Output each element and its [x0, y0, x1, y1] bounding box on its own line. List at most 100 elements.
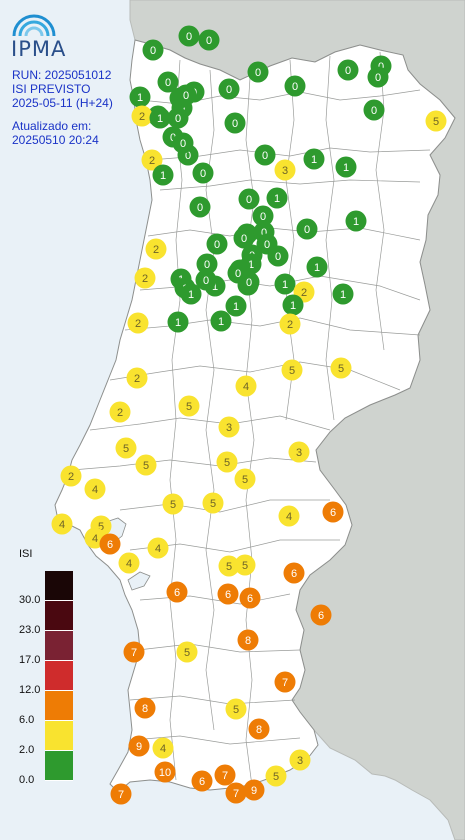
station-value: 0: [375, 72, 381, 84]
station-marker: 6: [99, 533, 121, 555]
legend-tick-label: 12.0: [19, 684, 41, 696]
station-marker: 3: [289, 749, 311, 771]
station-marker: 6: [322, 501, 344, 523]
station-marker: 0: [218, 78, 240, 100]
station-marker: 8: [237, 629, 259, 651]
station-marker: 5: [225, 698, 247, 720]
station-value: 4: [92, 484, 98, 496]
station-dot: [238, 188, 260, 210]
legend-tick-label: 6.0: [19, 714, 35, 726]
station-marker: 5: [265, 765, 287, 787]
station-marker: 0: [284, 75, 306, 97]
station-marker: 0: [198, 29, 220, 51]
station-marker: 0: [337, 59, 359, 81]
station-marker: 1: [225, 295, 247, 317]
station-dot: [152, 737, 174, 759]
station-dot: [306, 256, 328, 278]
station-dot: [128, 735, 150, 757]
station-value: 5: [98, 521, 104, 533]
station-marker: 1: [335, 156, 357, 178]
station-marker: 2: [145, 238, 167, 260]
station-marker: 5: [234, 468, 256, 490]
station-value: 0: [371, 105, 377, 117]
station-markers: 0000000001000002100000002100113001010100…: [51, 25, 447, 805]
product-label: ISI PREVISTO: [12, 82, 91, 96]
station-value: 0: [180, 138, 186, 150]
station-value: 2: [149, 155, 155, 167]
station-value: 7: [282, 677, 288, 689]
station-marker: 3: [218, 416, 240, 438]
station-value: 1: [343, 162, 349, 174]
station-value: 2: [153, 244, 159, 256]
station-value: 1: [282, 279, 288, 291]
station-value: 5: [210, 498, 216, 510]
station-marker: 1: [180, 283, 202, 305]
station-dot: [335, 156, 357, 178]
station-dot: [322, 501, 344, 523]
station-value: 5: [233, 704, 239, 716]
station-value: 5: [170, 499, 176, 511]
station-marker: 0: [157, 71, 179, 93]
station-marker: 6: [166, 581, 188, 603]
sado-estuary: [127, 571, 151, 591]
station-dot: [288, 441, 310, 463]
station-value: 1: [212, 281, 218, 293]
station-value: 0: [226, 84, 232, 96]
station-dot: [51, 513, 73, 535]
station-value: 8: [245, 635, 251, 647]
station-marker: 1: [332, 283, 354, 305]
station-dot: [126, 367, 148, 389]
station-dot: [60, 465, 82, 487]
station-value: 0: [214, 239, 220, 251]
legend-title: ISI: [19, 548, 33, 560]
station-marker: 7: [123, 641, 145, 663]
station-dot: [110, 783, 132, 805]
station-marker: 5: [281, 359, 303, 381]
station-value: 1: [248, 259, 254, 271]
station-marker: 5: [178, 395, 200, 417]
station-dot: [216, 451, 238, 473]
station-dot: [115, 437, 137, 459]
station-dot: [157, 71, 179, 93]
station-marker: 1: [306, 256, 328, 278]
municipal-borders: [71, 51, 431, 787]
station-value: 0: [255, 67, 261, 79]
updated-time: 20250510 20:24: [12, 133, 99, 147]
station-value: 0: [183, 90, 189, 102]
station-value: 2: [287, 319, 293, 331]
station-dot: [141, 149, 163, 171]
station-value: 0: [292, 81, 298, 93]
run-label: RUN: 2025051012: [12, 68, 112, 82]
station-value: 0: [165, 77, 171, 89]
station-value: 6: [174, 587, 180, 599]
legend-tick-label: 23.0: [19, 624, 41, 636]
station-dot: [191, 770, 213, 792]
station-value: 0: [197, 202, 203, 214]
station-marker: 0: [142, 39, 164, 61]
station-value: 5: [143, 460, 149, 472]
legend-tick-label: 2.0: [19, 744, 35, 756]
ipma-logo-text: IPMA: [11, 37, 67, 61]
station-dot: [330, 357, 352, 379]
ipma-logo-arcs: [12, 14, 56, 37]
station-marker: 9: [243, 779, 265, 801]
station-marker: 0: [296, 218, 318, 240]
station-dot: [296, 218, 318, 240]
station-dot: [274, 671, 296, 693]
station-dot: [134, 267, 156, 289]
station-value: 0: [246, 277, 252, 289]
station-marker: 1: [152, 164, 174, 186]
station-marker: 5: [202, 492, 224, 514]
updated-label: Atualizado em:: [12, 119, 92, 133]
station-value: 2: [301, 287, 307, 299]
legend-swatch: [45, 601, 73, 631]
station-value: 4: [59, 519, 65, 531]
station-marker: 7: [214, 764, 236, 786]
station-dot: [131, 105, 153, 127]
station-dot: [189, 196, 211, 218]
station-marker: 1: [129, 86, 151, 108]
station-marker: 7: [274, 671, 296, 693]
station-marker: 5: [135, 454, 157, 476]
station-dot: [214, 764, 236, 786]
